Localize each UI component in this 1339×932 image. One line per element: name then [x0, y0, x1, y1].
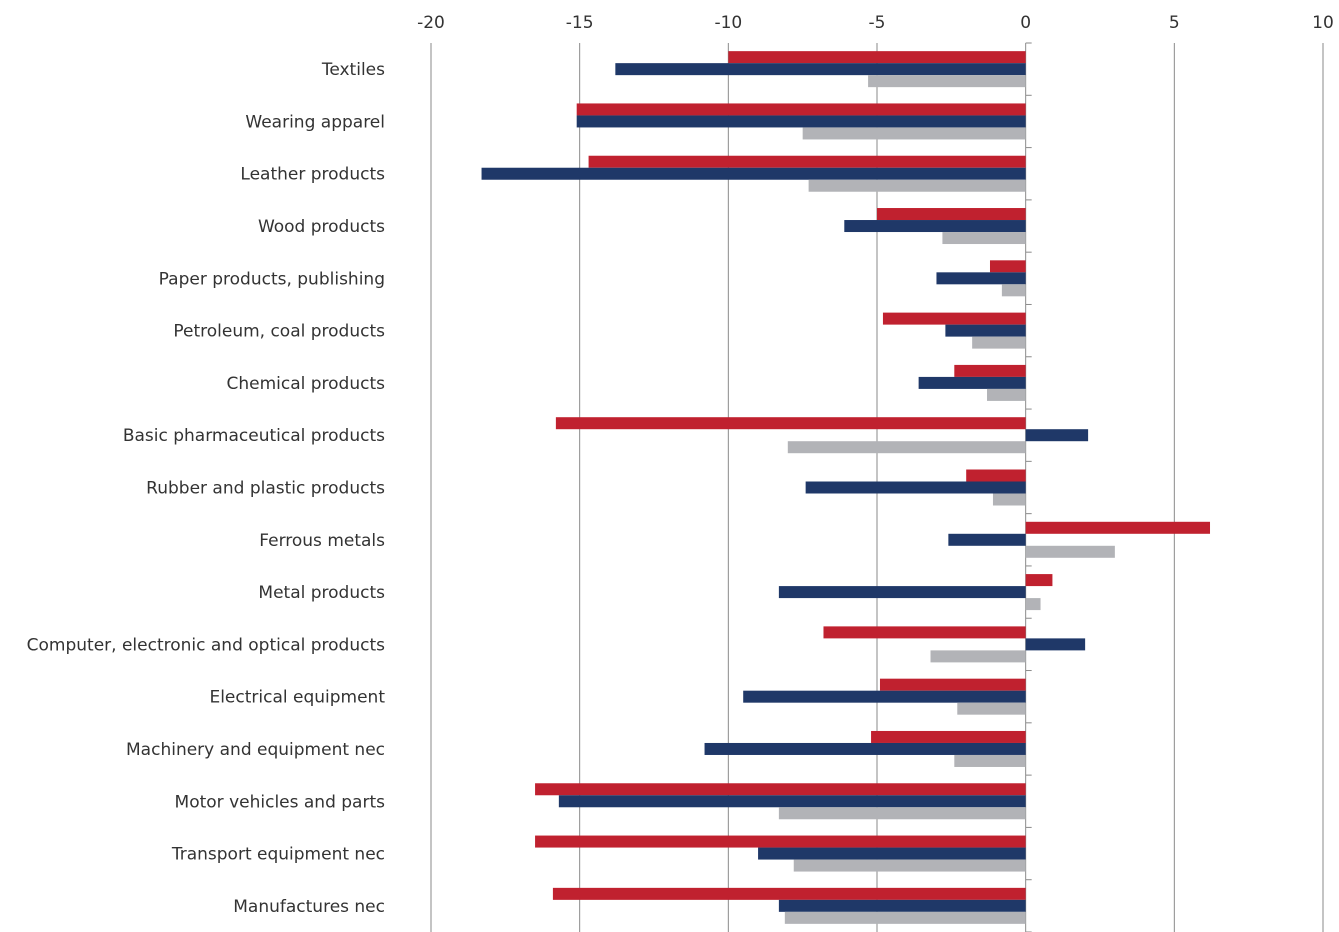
category-label: Chemical products: [226, 374, 385, 394]
bar: [989, 260, 1026, 273]
bar: [930, 650, 1026, 663]
category-label: Machinery and equipment nec: [126, 740, 385, 760]
category-label: Motor vehicles and parts: [175, 792, 386, 812]
bar: [535, 783, 1026, 796]
category-label: Basic pharmaceutical products: [123, 426, 385, 446]
bar: [868, 75, 1026, 88]
bar: [576, 103, 1026, 116]
bar: [778, 586, 1026, 599]
bar: [877, 208, 1026, 221]
bar: [918, 376, 1026, 389]
x-tick-label: 5: [1169, 13, 1180, 33]
bar: [743, 690, 1026, 703]
category-label: Petroleum, coal products: [173, 322, 385, 342]
x-tick-label: 0: [1020, 13, 1031, 33]
bar: [992, 493, 1026, 506]
bar: [778, 807, 1026, 820]
category-label: Rubber and plastic products: [146, 479, 385, 499]
bar: [805, 481, 1026, 494]
bar: [882, 312, 1026, 325]
category-label: Wood products: [258, 217, 385, 237]
bars: [481, 51, 1211, 924]
category-label: Manufactures nec: [233, 897, 385, 917]
category-label: Electrical equipment: [209, 688, 385, 708]
bar: [784, 911, 1026, 924]
bar: [1025, 521, 1211, 534]
bar: [704, 742, 1026, 755]
bar: [808, 179, 1026, 192]
bar: [844, 220, 1026, 233]
bar: [942, 232, 1026, 245]
bar: [1025, 574, 1053, 587]
bar: [954, 364, 1026, 377]
bar: [871, 730, 1026, 743]
bar: [987, 388, 1026, 401]
category-label: Textiles: [321, 60, 385, 80]
x-tick-label: -5: [869, 13, 886, 33]
bar: [552, 887, 1026, 900]
bar: [1001, 284, 1026, 297]
bar: [948, 533, 1026, 546]
bar: [879, 678, 1026, 691]
bar: [823, 626, 1026, 639]
bar: [576, 115, 1026, 128]
x-tick-label: -20: [417, 13, 445, 33]
bar: [1025, 598, 1041, 611]
bar: [481, 167, 1026, 180]
bar: [1025, 638, 1086, 651]
x-tick-label: -15: [566, 13, 594, 33]
x-tick-label: 10: [1312, 13, 1334, 33]
category-label: Paper products, publishing: [159, 269, 385, 289]
category-label: Metal products: [258, 583, 385, 603]
bar: [728, 51, 1026, 64]
bar: [787, 441, 1026, 454]
category-label: Leather products: [240, 165, 385, 185]
bar: [945, 324, 1026, 337]
category-label: Computer, electronic and optical product…: [27, 635, 385, 655]
category-label: Transport equipment nec: [171, 845, 385, 865]
bar: [588, 155, 1026, 168]
x-axis: -20 -15 -10 -5 0 5 10: [417, 13, 1334, 932]
bar: [954, 754, 1026, 767]
bar: [615, 63, 1026, 76]
bar: [535, 835, 1026, 848]
bar: [972, 336, 1026, 349]
category-label: Wearing apparel: [245, 112, 385, 132]
x-tick-label: -10: [714, 13, 742, 33]
bar: [555, 417, 1026, 430]
bar: [966, 469, 1026, 482]
bar: [558, 795, 1026, 808]
bar: [793, 859, 1026, 872]
bar: [802, 127, 1026, 140]
bar: [1025, 545, 1115, 558]
bar: [957, 702, 1026, 715]
bar: [936, 272, 1026, 285]
bar: [778, 899, 1026, 912]
category-labels: Textiles Wearing apparel Leather products W…: [27, 60, 386, 917]
bar: [758, 847, 1026, 860]
category-label: Ferrous metals: [259, 531, 385, 551]
bar: [1025, 429, 1089, 442]
